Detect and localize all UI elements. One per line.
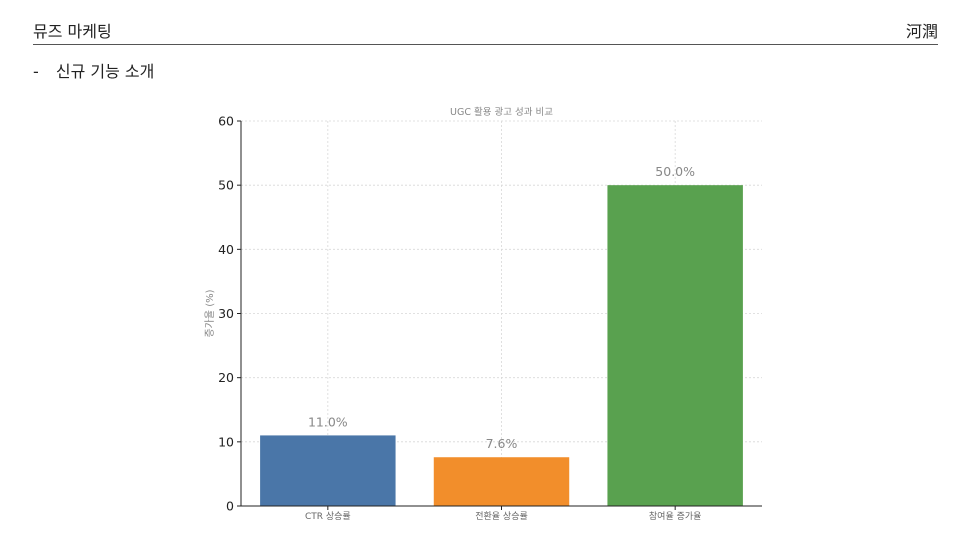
data-label: 50.0% [655, 164, 695, 179]
slide-title: 뮤즈 마케팅 [33, 22, 112, 41]
y-axis-label: 증가율 (%) [204, 289, 216, 337]
y-tick-label: 60 [218, 114, 234, 129]
bar-1 [260, 435, 396, 506]
x-tick-label: 참여율 증가율 [649, 510, 702, 522]
y-tick-label: 50 [218, 178, 234, 193]
bullet-text: 신규 기능 소개 [55, 62, 155, 81]
bar-2 [433, 457, 570, 506]
x-tick-label: 전환율 상승률 [475, 510, 528, 522]
bar-3 [607, 185, 743, 506]
y-tick-label: 20 [218, 370, 234, 385]
bullet-dash: - [33, 62, 39, 81]
chart-title: UGC 활용 광고 성과 비교 [450, 106, 553, 118]
bullet-item: - 신규 기능 소개 [33, 58, 154, 82]
data-label: 7.6% [486, 436, 518, 451]
y-tick-label: 0 [226, 499, 234, 514]
data-label: 11.0% [308, 414, 348, 429]
y-tick-label: 10 [218, 434, 234, 449]
y-tick-label: 40 [218, 242, 234, 257]
x-tick-label: CTR 상승률 [305, 511, 351, 522]
slide-header: 뮤즈 마케팅 河潤 [33, 12, 938, 45]
author-name: 河潤 [905, 22, 938, 41]
y-tick-label: 30 [218, 306, 234, 321]
